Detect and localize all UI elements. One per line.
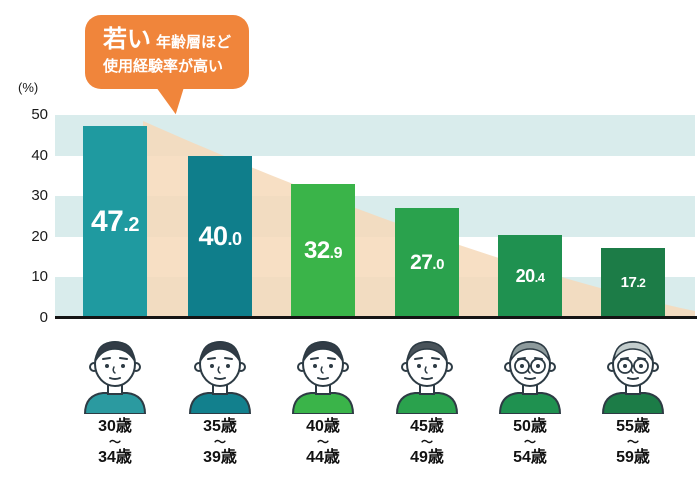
- age-group-label: 45歳〜 49歳: [410, 418, 444, 466]
- plot-area: 47.2 40.0 32.9 27.0 20.4 17.2: [55, 115, 695, 318]
- bar-45歳〜49歳: 27.0: [395, 208, 459, 318]
- person-age-50-54-icon: [494, 336, 566, 415]
- bar-value-label: 40.0: [198, 221, 242, 252]
- age-group-label: 35歳〜 39歳: [203, 418, 237, 466]
- bar-30歳〜34歳: 47.2: [83, 126, 147, 318]
- callout-bubble: 若い 年齢層ほど 使用経験率が高い: [85, 15, 250, 89]
- callout-line1: 若い 年齢層ほど: [103, 25, 231, 55]
- y-tick-40: 40: [31, 147, 48, 164]
- person-age-40-44-icon: [287, 336, 359, 415]
- y-tick-0: 0: [39, 309, 48, 326]
- person-age-35-39-icon: [184, 336, 256, 415]
- trend-wedge: [143, 121, 695, 318]
- bar-value-label: 27.0: [410, 251, 444, 275]
- bar-value-label: 47.2: [90, 205, 140, 239]
- y-axis-unit: (%): [18, 80, 39, 95]
- y-tick-20: 20: [31, 228, 48, 245]
- age-group-label: 40歳〜 44歳: [306, 418, 340, 466]
- callout-line1-rest: 年齢層ほど: [156, 34, 232, 51]
- bar-value-label: 32.9: [303, 237, 343, 265]
- bar-55歳〜59歳: 17.2: [601, 248, 665, 318]
- bar-50歳〜54歳: 20.4: [498, 235, 562, 318]
- x-axis-line: [55, 316, 697, 319]
- trend-wedge-path: [143, 121, 695, 318]
- bar-value-label: 17.2: [620, 274, 646, 292]
- y-tick-10: 10: [31, 268, 48, 285]
- y-tick-50: 50: [31, 106, 48, 123]
- callout-emphasis: 若い: [103, 26, 151, 53]
- bar-35歳〜39歳: 40.0: [188, 155, 252, 318]
- y-tick-30: 30: [31, 187, 48, 204]
- callout-line2: 使用経験率が高い: [103, 58, 224, 75]
- person-age-30-34-icon: [79, 336, 151, 415]
- age-group-label: 55歳〜 59歳: [616, 418, 650, 466]
- age-group-label: 50歳〜 54歳: [513, 418, 547, 466]
- person-age-55-59-icon: [597, 336, 669, 415]
- bar-value-label: 20.4: [515, 266, 545, 287]
- bar-40歳〜44歳: 32.9: [291, 184, 355, 318]
- person-age-45-49-icon: [391, 336, 463, 415]
- age-group-label: 30歳〜 34歳: [98, 418, 132, 466]
